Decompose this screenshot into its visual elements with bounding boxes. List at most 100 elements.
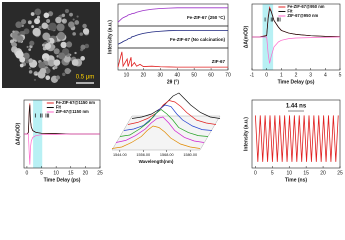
particle (80, 56, 85, 61)
particle (12, 30, 15, 33)
legend-label: Fe-ZIF-67@1150 nm (56, 100, 96, 105)
x-tick-label: 40 (174, 72, 180, 78)
x-tick-label: -1 (250, 72, 255, 78)
particle (66, 41, 73, 48)
series-label: ZIF-67 (212, 59, 226, 64)
page: {"chart_data": [ {"type": "image", "scal… (2, 2, 343, 184)
particle (53, 65, 58, 69)
spectrum (123, 104, 213, 131)
x-tick-label: 15 (303, 170, 309, 176)
particle (53, 48, 60, 55)
spectrum (131, 92, 221, 119)
x-tick-label: 1568.00 (160, 153, 174, 157)
x-tick-label: 10 (53, 170, 59, 176)
particle (34, 18, 41, 25)
particle (21, 30, 26, 36)
x-tick-label: 60 (208, 72, 214, 78)
subplot-frame (117, 47, 229, 71)
particle (22, 52, 30, 60)
x-tick-label: 0 (265, 72, 268, 78)
x-tick-label: 70 (225, 72, 231, 78)
particle (68, 21, 75, 28)
particle (53, 59, 61, 66)
particle (21, 19, 27, 25)
particle (63, 55, 71, 63)
particle (55, 16, 62, 24)
xrd-trace (117, 51, 228, 68)
y-axis-label: Intensity (a.u.) (107, 20, 113, 54)
x-tick-label: 10 (286, 170, 292, 176)
particle (76, 15, 79, 18)
particle (72, 18, 75, 21)
x-tick-label: 0 (26, 170, 29, 176)
x-tick-label: 5 (40, 170, 43, 176)
particle (19, 63, 24, 68)
particle (62, 72, 66, 77)
x-tick-label: 5 (271, 170, 274, 176)
particle (79, 32, 84, 36)
x-tick-label: 1580.00 (183, 153, 197, 157)
particle (38, 26, 42, 30)
particle (64, 8, 69, 14)
particle (27, 20, 32, 25)
particle (61, 13, 66, 18)
particle (31, 25, 35, 28)
legend-label: Fit (287, 9, 293, 14)
particle (39, 67, 47, 75)
particle (46, 18, 51, 23)
trace (24, 133, 100, 165)
particle (74, 20, 80, 25)
particle (33, 78, 37, 81)
region-label: I (35, 113, 37, 119)
series-label: Fe-ZIF-67 (No calcination) (170, 37, 226, 42)
particle (44, 43, 52, 50)
region-label: III (45, 113, 50, 119)
particle (43, 12, 50, 19)
particle (44, 57, 47, 61)
highlight-region (262, 4, 274, 70)
particle (72, 32, 76, 36)
particle (42, 32, 51, 41)
particle (84, 43, 90, 49)
particle (11, 42, 18, 48)
particle (26, 45, 29, 49)
particle (36, 15, 41, 19)
particle (38, 61, 46, 69)
particle (55, 75, 61, 80)
figure: 0.5 μm Fe-ZIF-67 (250 °C) Fe-ZIF-67 (No ca… (2, 2, 343, 183)
period-label: 1.44 ns (286, 104, 307, 110)
particle (28, 70, 33, 74)
particle (32, 27, 41, 37)
particle (56, 23, 65, 32)
particle (48, 22, 57, 31)
particle (60, 41, 67, 49)
legend-label: Fe-ZIF-67@950 nm (287, 4, 324, 9)
spectrum (127, 100, 217, 125)
xrd-trace (117, 7, 228, 23)
particle (15, 50, 24, 59)
trace (252, 36, 341, 64)
particle (35, 73, 38, 76)
region-label: II (40, 113, 43, 119)
trace (254, 115, 339, 162)
particle (41, 22, 48, 29)
x-tick-label: 5 (339, 72, 342, 78)
x-tick-label: 25 (337, 170, 343, 176)
legend-label: ZIF-67@1150 nm (56, 109, 89, 114)
particle (47, 37, 55, 45)
particle (58, 52, 66, 60)
x-tick-label: 1 (280, 72, 283, 78)
y-axis-label: ΔA(mOD) (15, 122, 21, 145)
x-tick-label: 15 (68, 170, 74, 176)
particle (64, 67, 71, 75)
x-tick-label: 3 (309, 72, 312, 78)
region-label: II (270, 17, 273, 23)
x-tick-label: 20 (83, 170, 89, 176)
particle (29, 40, 35, 46)
xrd-trace (117, 29, 228, 45)
y-axis-label: ΔA(mOD) (243, 25, 249, 48)
x-tick-label: 50 (191, 72, 197, 78)
particle (42, 43, 45, 47)
highlight-region (33, 100, 43, 168)
series-label: Fe-ZIF-67 (250 °C) (187, 15, 226, 20)
